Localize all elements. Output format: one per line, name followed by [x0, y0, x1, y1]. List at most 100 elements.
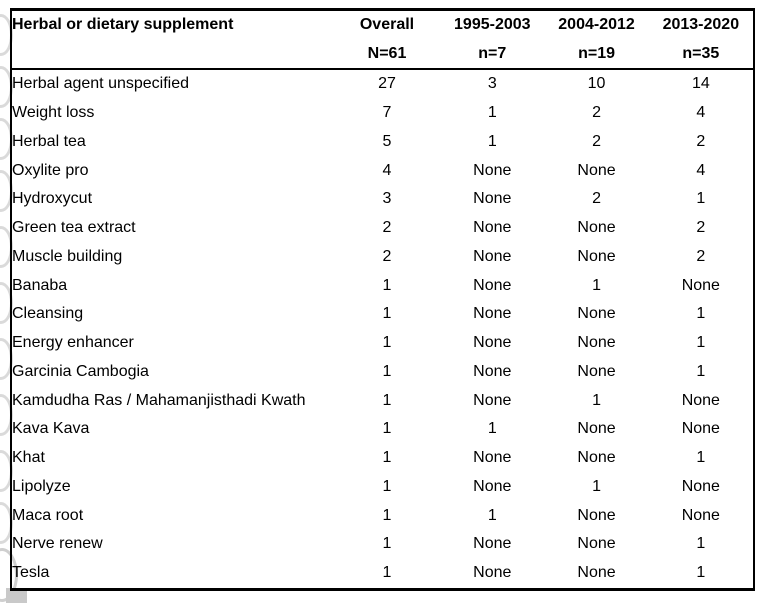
value-cell: None — [473, 219, 512, 237]
value-cell: 1 — [592, 477, 601, 495]
value-cell: None — [681, 276, 720, 294]
value-cell: 1 — [382, 334, 392, 352]
row-label: Tesla — [12, 564, 50, 582]
header-n-overall: N=61 — [367, 44, 407, 62]
value-cell: None — [681, 420, 720, 438]
value-cell: 1 — [487, 132, 497, 150]
value-cell: 1 — [382, 276, 392, 294]
value-cell: None — [577, 506, 616, 524]
value-cell: None — [577, 334, 616, 352]
value-cell: None — [473, 477, 512, 495]
value-cell: None — [473, 334, 512, 352]
table-row: Tesla 1 None None 1 — [11, 559, 754, 589]
value-cell: None — [473, 190, 512, 208]
value-cell: 4 — [696, 104, 706, 122]
row-label: Energy enhancer — [12, 334, 134, 352]
row-label: Kava Kava — [12, 420, 90, 438]
value-cell: 2 — [592, 190, 601, 208]
table-row: Kamdudha Ras / Mahamanjisthadi Kwath 1 Non… — [11, 386, 754, 415]
value-cell: 2 — [696, 247, 706, 265]
value-cell: 1 — [696, 535, 706, 553]
value-cell: None — [681, 506, 720, 524]
value-cell: 1 — [487, 506, 497, 524]
supplement-table-container: Herbal or dietary supplement Overall 199… — [10, 8, 755, 591]
value-cell: 2 — [382, 247, 392, 265]
value-cell: None — [577, 449, 616, 467]
value-cell: 2 — [696, 219, 706, 237]
value-cell: None — [473, 247, 512, 265]
row-label: Hydroxycut — [12, 190, 93, 208]
table-row: Green tea extract 2 None None 2 — [11, 214, 754, 243]
value-cell: 1 — [382, 449, 392, 467]
value-cell: None — [473, 161, 512, 179]
value-cell: 10 — [587, 75, 606, 93]
row-label: Khat — [12, 449, 45, 467]
row-label: Cleansing — [12, 305, 84, 323]
header-supplement-title: Herbal or dietary supplement — [12, 16, 234, 34]
table-row: Maca root 1 1 None None — [11, 501, 754, 530]
row-label: Muscle building — [12, 247, 123, 265]
table-row: Hydroxycut 3 None 2 1 — [11, 185, 754, 214]
value-cell: 1 — [382, 506, 392, 524]
table-row: Lipolyze 1 None 1 None — [11, 473, 754, 502]
table-row: Energy enhancer 1 None None 1 — [11, 329, 754, 358]
value-cell: 1 — [382, 391, 392, 409]
supplement-table: Herbal or dietary supplement Overall 199… — [10, 8, 755, 591]
value-cell: 1 — [382, 535, 392, 553]
value-cell: 4 — [382, 161, 392, 179]
value-cell: None — [577, 564, 616, 582]
value-cell: 4 — [696, 161, 706, 179]
value-cell: None — [577, 305, 616, 323]
value-cell: 1 — [592, 391, 601, 409]
header-col-2004-2012: 2004-2012 — [558, 16, 635, 34]
table-header: Herbal or dietary supplement Overall 199… — [11, 10, 754, 70]
row-label: Nerve renew — [12, 535, 103, 553]
value-cell: None — [577, 247, 616, 265]
table-row: Garcinia Cambogia 1 None None 1 — [11, 358, 754, 387]
value-cell: 1 — [696, 564, 706, 582]
value-cell: None — [681, 477, 720, 495]
row-label: Herbal tea — [12, 132, 86, 150]
value-cell: 1 — [696, 362, 706, 380]
value-cell: None — [577, 362, 616, 380]
value-cell: None — [473, 305, 512, 323]
table-row: Herbal agent unspecified 27 3 10 14 — [11, 69, 754, 99]
value-cell: 1 — [382, 362, 392, 380]
value-cell: 1 — [696, 190, 706, 208]
value-cell: 14 — [691, 75, 710, 93]
row-label: Green tea extract — [12, 219, 136, 237]
value-cell: None — [577, 535, 616, 553]
value-cell: 2 — [592, 132, 601, 150]
value-cell: 1 — [382, 477, 392, 495]
value-cell: 1 — [487, 420, 497, 438]
watermark-block — [6, 588, 27, 603]
value-cell: 1 — [382, 305, 392, 323]
value-cell: None — [577, 161, 616, 179]
value-cell: 1 — [696, 334, 706, 352]
header-n-1995-2003: n=7 — [478, 44, 507, 62]
value-cell: None — [681, 391, 720, 409]
value-cell: 3 — [382, 190, 392, 208]
value-cell: 27 — [378, 75, 396, 93]
value-cell: None — [473, 564, 512, 582]
value-cell: 7 — [382, 104, 392, 122]
row-label: Kamdudha Ras / Mahamanjisthadi Kwath — [12, 391, 306, 409]
value-cell: None — [577, 219, 616, 237]
value-cell: 2 — [696, 132, 706, 150]
header-col-1995-2003: 1995-2003 — [454, 16, 531, 34]
table-row: Nerve renew 1 None None 1 — [11, 530, 754, 559]
header-row-counts: N=61 n=7 n=19 n=35 — [11, 40, 754, 70]
table-row: Herbal tea 5 1 2 2 — [11, 128, 754, 157]
value-cell: 1 — [487, 104, 497, 122]
header-row-labels: Herbal or dietary supplement Overall 199… — [11, 10, 754, 40]
header-n-2004-2012: n=19 — [578, 44, 615, 62]
value-cell: None — [473, 391, 512, 409]
row-label: Lipolyze — [12, 477, 71, 495]
value-cell: None — [473, 362, 512, 380]
table-row: Banaba 1 None 1 None — [11, 271, 754, 300]
table-body: Herbal agent unspecified 27 3 10 14 Weight lo… — [11, 69, 754, 589]
value-cell: 1 — [382, 420, 392, 438]
table-row: Kava Kava 1 1 None None — [11, 415, 754, 444]
value-cell: 1 — [592, 276, 601, 294]
header-col-overall: Overall — [359, 16, 415, 34]
